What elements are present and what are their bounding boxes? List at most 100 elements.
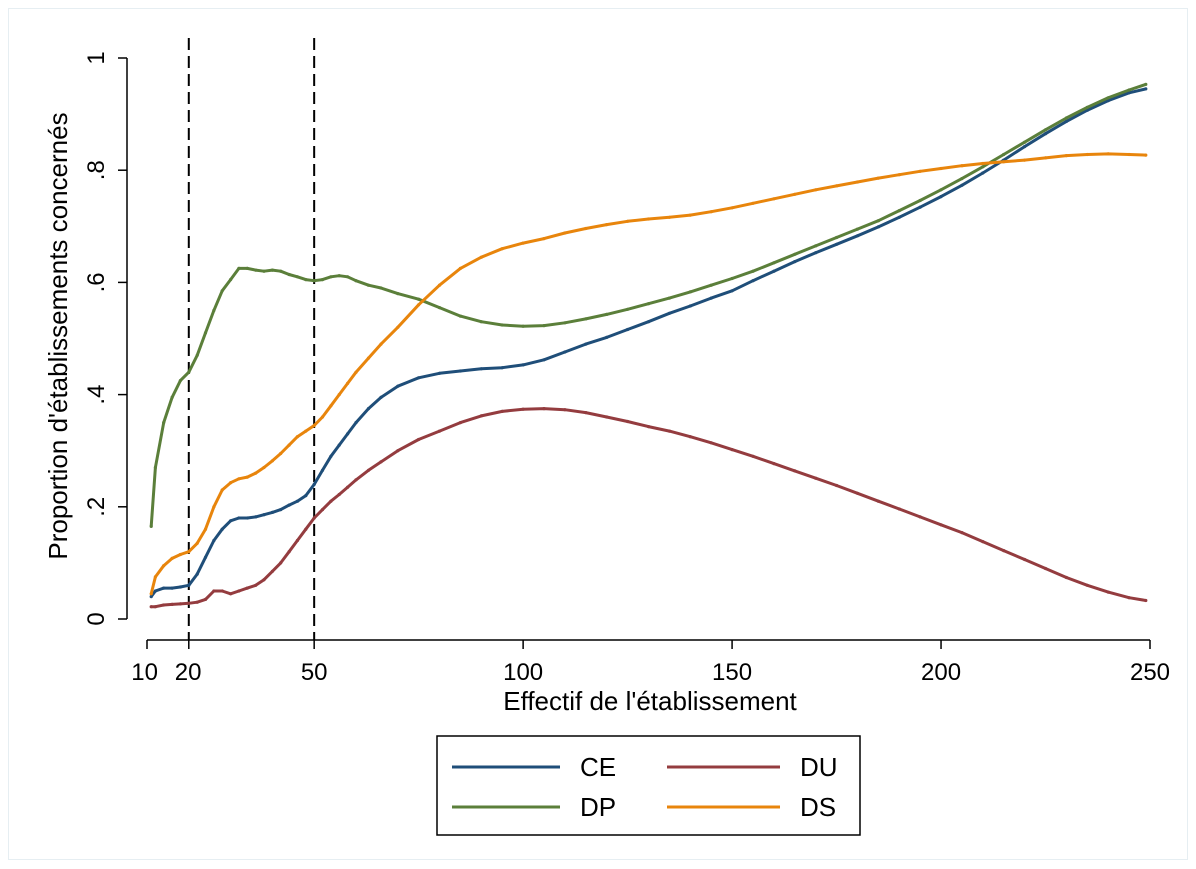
series-du (149, 407, 1148, 609)
data-point (751, 454, 755, 458)
data-point (1064, 575, 1068, 580)
series-dp (149, 82, 1148, 529)
data-point (262, 513, 266, 517)
data-point (149, 592, 153, 596)
data-point (584, 411, 588, 415)
data-point (178, 585, 182, 589)
data-point (295, 435, 299, 439)
data-point (320, 468, 325, 472)
data-point (751, 269, 755, 273)
data-point (688, 290, 692, 294)
x-tick-label: 100 (503, 659, 543, 686)
data-point (195, 353, 199, 357)
data-point (320, 415, 325, 419)
data-point (320, 278, 325, 282)
data-point (187, 601, 191, 605)
data-point (270, 510, 274, 514)
data-point (688, 304, 692, 308)
data-point (500, 366, 504, 370)
data-point (437, 283, 442, 287)
legend-label-ce: CE (580, 752, 616, 782)
data-point (500, 247, 504, 251)
data-point (835, 242, 839, 246)
series-line-dp (149, 82, 1147, 527)
data-point (279, 508, 283, 512)
data-point (149, 595, 153, 599)
data-point (1043, 566, 1048, 571)
data-point (709, 210, 713, 214)
data-point (237, 266, 241, 270)
data-point (960, 164, 964, 168)
data-point (1064, 119, 1068, 123)
data-point (563, 350, 567, 354)
data-point (605, 312, 609, 316)
data-point (379, 342, 383, 346)
data-point (458, 266, 462, 270)
data-point (646, 217, 651, 221)
data-point (1085, 583, 1089, 587)
x-tick-label: 150 (712, 659, 752, 686)
data-point (709, 296, 713, 300)
legend-label-dp: DP (580, 792, 616, 822)
data-point (479, 255, 483, 259)
data-point (229, 278, 233, 282)
data-point (458, 314, 462, 318)
data-point (287, 550, 291, 554)
y-tick-label: .4 (83, 385, 110, 405)
data-point (897, 507, 901, 511)
data-point (772, 261, 776, 265)
data-point (563, 408, 567, 412)
y-tick-label: .8 (83, 160, 110, 180)
data-point (521, 241, 525, 245)
data-point (203, 527, 208, 531)
data-point (337, 443, 341, 447)
data-point (584, 317, 588, 321)
data-point (646, 320, 651, 324)
data-point (1106, 96, 1110, 100)
data-point (354, 370, 358, 374)
data-point (772, 462, 776, 466)
data-point (149, 605, 153, 609)
data-point (1144, 153, 1148, 157)
data-point (563, 231, 567, 235)
data-point (337, 274, 341, 278)
data-point (417, 297, 421, 301)
data-point (855, 491, 860, 495)
data-point (162, 564, 166, 568)
data-point (212, 589, 216, 593)
data-point (162, 586, 166, 590)
data-point (437, 306, 442, 310)
data-point (897, 173, 901, 177)
data-point (254, 268, 258, 272)
data-point (1023, 557, 1027, 562)
data-point (667, 311, 672, 315)
data-point (1106, 152, 1110, 156)
data-point (793, 469, 797, 473)
data-point (855, 227, 860, 231)
data-point (688, 213, 692, 217)
data-point (751, 279, 755, 283)
data-point (346, 381, 350, 385)
data-point (646, 425, 651, 429)
data-point (479, 414, 483, 418)
series-layer (149, 82, 1148, 609)
data-point (262, 465, 266, 470)
data-point (220, 289, 224, 293)
data-point (960, 531, 964, 535)
series-ds (149, 152, 1148, 596)
data-point (295, 499, 299, 503)
data-point (772, 269, 776, 273)
data-point (162, 603, 166, 607)
x-tick-label: 20 (175, 659, 202, 686)
data-point (1023, 140, 1027, 144)
data-point (262, 269, 266, 273)
data-point (981, 161, 985, 166)
data-point (346, 275, 350, 279)
data-point (354, 279, 358, 283)
data-point (254, 471, 258, 475)
y-tick-label: .6 (83, 272, 110, 292)
data-point (287, 503, 291, 507)
data-point (1023, 158, 1027, 162)
x-tick-label: 50 (301, 659, 328, 686)
data-point (793, 252, 797, 256)
